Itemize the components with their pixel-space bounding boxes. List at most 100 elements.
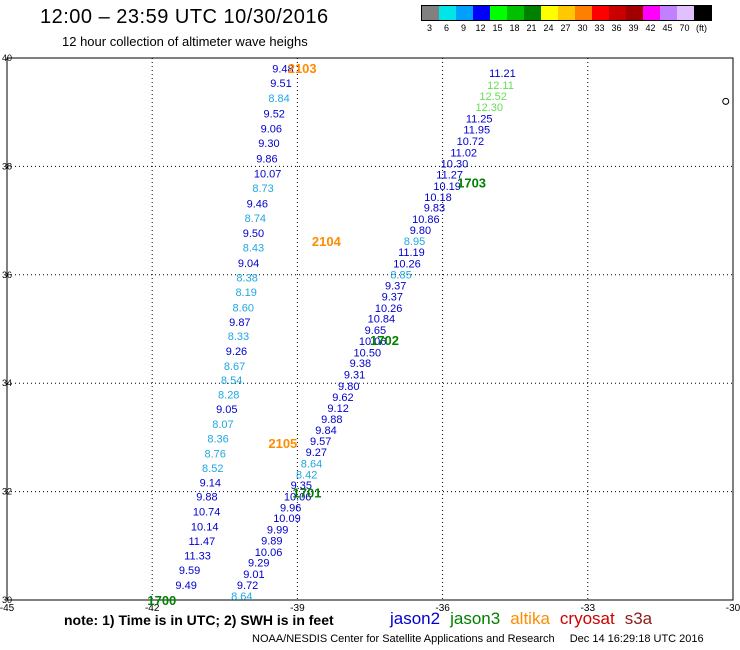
wave-height-label: 9.65: [365, 325, 386, 337]
legend-label: 70: [679, 23, 690, 33]
legend-labels: 3 6 9 12 15 18 21 24 27 30 33 36 39 42 45 70 (ft): [421, 21, 712, 33]
wave-height-label: 8.33: [228, 331, 249, 343]
map-title: 12:00 – 23:59 UTC 10/30/2016: [40, 6, 329, 28]
wave-height-label: 9.99: [267, 525, 288, 537]
wave-height-label: 8.76: [204, 449, 225, 461]
satellite-jason2: jason2: [390, 609, 441, 628]
wave-height-label: 9.86: [256, 153, 277, 165]
legend-swatch: [609, 6, 626, 20]
wave-height-label: 8.19: [235, 287, 256, 299]
wave-height-label: 10.06: [359, 336, 387, 348]
wave-height-label: 9.72: [237, 580, 258, 592]
legend-swatch: [660, 6, 677, 20]
wave-height-label: 12.11: [487, 80, 514, 92]
legend-swatch: [507, 6, 524, 20]
wave-height-label: 9.04: [238, 258, 259, 270]
wave-height-label: 10.18: [424, 192, 452, 204]
wave-height-label: 12.30: [476, 102, 504, 114]
satellite-s3a: s3a: [624, 609, 653, 628]
legend-swatch: [473, 6, 490, 20]
wave-height-label: 9.30: [258, 138, 279, 150]
legend-swatch: [592, 6, 609, 20]
wave-height-label: 10.07: [254, 168, 282, 180]
wave-height-label: 9.50: [243, 228, 264, 240]
wave-height-label: 9.96: [280, 502, 301, 514]
legend-label: 27: [560, 23, 571, 33]
legend-label: 12: [475, 23, 486, 33]
wave-height-label: 9.38: [350, 358, 371, 370]
x-tick-label: -30: [726, 603, 740, 614]
legend-swatch: [558, 6, 575, 20]
wave-height-label: 10.26: [375, 303, 403, 315]
credit-line: NOAA/NESDIS Center for Satellite Applica…: [252, 633, 704, 645]
wave-height-label: 8.74: [245, 213, 266, 225]
legend-swatch: [643, 6, 660, 20]
wave-height-label: 9.89: [261, 535, 282, 547]
wave-height-label: 11.95: [463, 125, 490, 137]
wave-height-label: 8.07: [212, 419, 233, 431]
wave-height-label: 11.33: [184, 551, 211, 563]
wave-height-label: 9.51: [270, 78, 291, 90]
pass-number-label: 1701: [293, 486, 322, 501]
timestamp: Dec 14 16:29:18 UTC 2016: [569, 633, 704, 645]
wave-height-label: 11.25: [466, 114, 493, 126]
legend-label: 3: [426, 23, 432, 33]
wave-height-label: 8.28: [218, 390, 239, 402]
wave-height-label: 8.54: [221, 375, 242, 387]
legend-label: 6: [443, 23, 449, 33]
wave-height-label: 9.62: [332, 392, 353, 404]
color-scale-legend: 3 6 9 12 15 18 21 24 27 30 33 36 39 42 45 70 (ft): [421, 5, 712, 33]
x-tick-label: -39: [290, 603, 305, 614]
wave-height-label: 9.12: [327, 403, 348, 415]
legend-swatch: [456, 6, 473, 20]
wave-height-label: 8.64: [301, 458, 322, 470]
wave-height-label: 8.52: [202, 463, 223, 475]
wave-height-label: 9.83: [424, 203, 445, 215]
wave-height-label: 11.47: [189, 536, 216, 548]
x-tick-label: -42: [145, 603, 160, 614]
wave-height-label: 8.73: [252, 183, 273, 195]
satellite-altika: altika: [510, 609, 550, 628]
legend-swatches: [421, 5, 712, 21]
pass-number-label: 2104: [312, 234, 342, 249]
wave-height-label: 10.06: [255, 547, 283, 559]
wave-height-label: 8.64: [231, 591, 252, 603]
wave-height-label: 10.74: [193, 507, 221, 519]
wave-height-label: 9.29: [248, 558, 269, 570]
map-subtitle: 12 hour collection of altimeter wave hei…: [62, 34, 308, 49]
legend-label: 15: [492, 23, 503, 33]
wave-height-label: 9.88: [321, 414, 342, 426]
x-tick-label: -36: [435, 603, 450, 614]
wave-height-label: 9.05: [216, 404, 237, 416]
wave-height-label: 9.49: [175, 580, 196, 592]
legend-label: 24: [543, 23, 554, 33]
legend-label: 18: [509, 23, 520, 33]
wave-height-label: 9.88: [196, 491, 217, 503]
wave-height-label: 10.72: [457, 136, 485, 148]
wave-height-label: 10.30: [441, 159, 469, 171]
wave-height-label: 9.27: [306, 447, 327, 459]
wave-height-label: 8.60: [233, 302, 254, 314]
x-tick-label: -33: [581, 603, 596, 614]
wave-height-label: 9.46: [247, 198, 268, 210]
wave-height-label: 10.19: [433, 181, 461, 193]
wave-height-label: 10.86: [412, 214, 440, 226]
satellite-cryosat: cryosat: [559, 609, 615, 628]
x-tick-label: -45: [0, 603, 15, 614]
wave-height-label: 9.35: [291, 480, 312, 492]
y-tick-label: 34: [2, 378, 12, 388]
wave-height-label: 9.31: [344, 370, 365, 382]
wave-height-label: 9.48: [272, 63, 293, 75]
wave-height-label: 9.26: [226, 346, 247, 358]
legend-swatch: [541, 6, 558, 20]
legend-label: 42: [645, 23, 656, 33]
pass-number-label: 2105: [268, 436, 297, 451]
legend-swatch: [439, 6, 456, 20]
wave-height-label: 9.87: [229, 317, 250, 329]
wave-height-label: 8.36: [207, 433, 228, 445]
y-tick-label: 38: [2, 161, 12, 171]
wave-height-label: 9.57: [310, 436, 331, 448]
pass-number-label: 1703: [457, 176, 486, 191]
wave-height-label: 9.52: [264, 108, 285, 120]
legend-label: 39: [628, 23, 639, 33]
